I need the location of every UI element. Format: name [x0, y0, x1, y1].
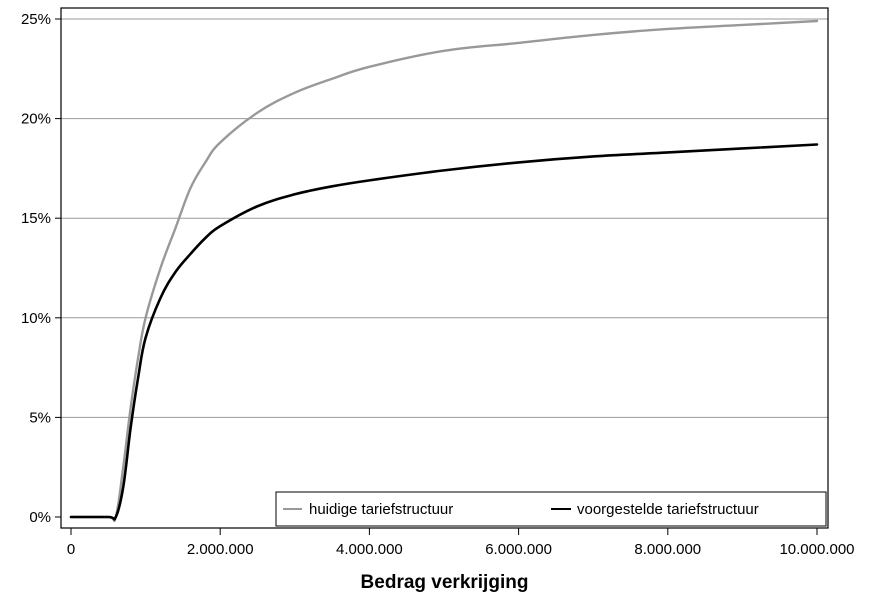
- series-lines: [69, 19, 819, 523]
- legend-label-voorgestelde: voorgestelde tariefstructuur: [577, 501, 759, 518]
- y-tick-label-4: 20%: [21, 111, 51, 128]
- x-tick-label-3: 6.000.000: [485, 541, 552, 558]
- y-tick-label-1: 5%: [29, 409, 51, 426]
- y-tick-label-2: 10%: [21, 310, 51, 327]
- y-tick-label-5: 25%: [21, 11, 51, 28]
- legend-label-huidige: huidige tariefstructuur: [309, 501, 453, 518]
- x-axis-title: Bedrag verkrijging: [361, 572, 529, 593]
- y-axis: 0% 5% 10% 15% 20% 25%: [21, 11, 61, 526]
- x-tick-label-5: 10.000.000: [779, 541, 854, 558]
- series-line-1: [69, 143, 819, 521]
- gridlines: [61, 18, 828, 418]
- x-tick-label-2: 4.000.000: [336, 541, 403, 558]
- x-tick-label-4: 8.000.000: [634, 541, 701, 558]
- series-line-0: [69, 19, 819, 523]
- y-tick-label-0: 0%: [29, 509, 51, 526]
- plot-area-frame: [60, 7, 829, 529]
- x-tick-label-0: 0: [67, 541, 75, 558]
- legend: huidige tariefstructuur voorgestelde tar…: [275, 491, 827, 527]
- y-tick-label-3: 15%: [21, 210, 51, 227]
- x-axis: 0 2.000.000 4.000.000 6.000.000 8.000.000 10.…: [67, 528, 855, 558]
- x-tick-label-1: 2.000.000: [187, 541, 254, 558]
